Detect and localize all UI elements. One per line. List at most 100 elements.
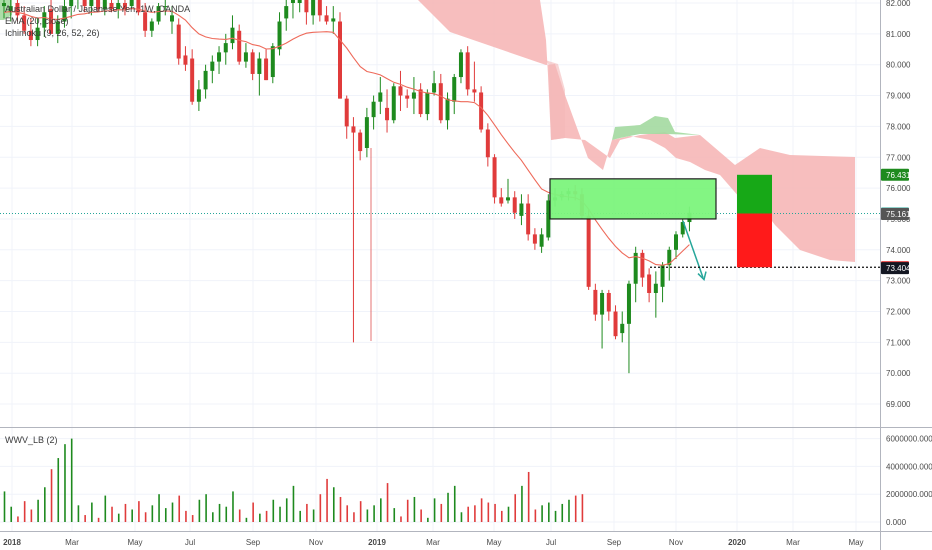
volume-bar — [185, 510, 187, 522]
candle-body — [28, 30, 33, 41]
time-tick-label: May — [486, 538, 501, 547]
volume-bar — [326, 478, 328, 522]
volume-bar — [212, 512, 214, 522]
volume-bar — [238, 509, 241, 522]
volume-bar — [252, 502, 254, 522]
candle-body — [217, 52, 222, 62]
volume-bar — [467, 506, 469, 522]
volume-bar — [111, 506, 113, 522]
candle-body — [129, 0, 134, 7]
volume-bar — [57, 458, 60, 522]
volume-bar — [272, 499, 275, 522]
candle-body — [680, 222, 685, 235]
volume-bar — [84, 515, 86, 522]
volume-bar — [359, 501, 362, 522]
volume-bar — [339, 496, 342, 522]
price-tick-label: 80.000 — [886, 61, 911, 70]
price-label-box — [881, 207, 909, 220]
candle-body — [351, 126, 356, 133]
candle-body — [149, 21, 154, 31]
volume-bar — [561, 503, 564, 522]
candle-body — [49, 9, 54, 34]
candle-body — [640, 252, 645, 278]
candle-body — [398, 86, 403, 96]
volume-bar — [507, 506, 510, 522]
reference-lines — [0, 148, 880, 341]
volume-bar — [91, 502, 93, 522]
volume-bar — [124, 503, 127, 522]
volume-bar — [306, 503, 308, 522]
candle-body — [526, 203, 531, 235]
volume-bar — [494, 503, 496, 522]
candle-body — [22, 15, 27, 31]
candle-body — [237, 30, 242, 62]
price-tick-label: 76.000 — [886, 184, 911, 193]
arrow-head — [697, 271, 707, 282]
time-tick-label: Nov — [669, 538, 683, 547]
candle-body — [82, 0, 87, 7]
volume-bar — [400, 516, 402, 522]
candle-body — [613, 311, 618, 337]
volume-bar — [406, 499, 409, 522]
cloud-bearish-edge — [545, 60, 565, 140]
volume-bar — [218, 503, 221, 522]
volume-bar — [10, 506, 13, 522]
time-tick-label: May — [127, 538, 142, 547]
volume-bar — [279, 506, 281, 522]
volume-bar — [366, 509, 369, 522]
price-tick-label: 72.000 — [886, 308, 911, 317]
time-tick-label: Jul — [185, 538, 195, 547]
candle-body — [277, 21, 282, 50]
candle-body — [438, 83, 443, 121]
volume-bar — [332, 487, 335, 522]
candle-body — [378, 92, 383, 102]
candle-body — [606, 292, 611, 312]
volume-bar — [245, 517, 248, 522]
volume-bar — [541, 505, 543, 522]
volume-bar — [393, 508, 396, 522]
candle-body — [264, 58, 269, 81]
volume-bar — [144, 512, 147, 522]
candle-body — [210, 61, 215, 71]
volume-bar — [433, 498, 436, 522]
volume-bar — [581, 494, 584, 522]
price-tick-label: 77.000 — [886, 153, 911, 162]
candle-body — [667, 249, 672, 266]
candle-body — [176, 24, 181, 59]
volume-bar — [574, 495, 577, 522]
candle-body — [499, 197, 504, 204]
candle-body — [136, 0, 141, 13]
candle-body — [532, 234, 537, 244]
volume-bar — [453, 485, 456, 522]
volume-tick-label: 6000000.000 — [886, 435, 932, 444]
candle-body — [391, 86, 396, 121]
volume-bar — [164, 508, 167, 522]
candle-body — [344, 98, 349, 127]
candle-body — [156, 6, 161, 22]
candle-body — [317, 0, 322, 16]
candle-body — [479, 92, 484, 130]
volume-legend: WWV_LB (2) — [5, 435, 58, 445]
volume-bar — [232, 491, 234, 522]
drawings — [549, 174, 880, 282]
candle-body — [190, 58, 195, 102]
time-tick-label: 2019 — [368, 538, 386, 547]
volume-bar — [554, 510, 557, 522]
candle-body — [418, 89, 423, 115]
volume-bar — [474, 505, 476, 522]
volume-bar — [285, 498, 288, 522]
volume-bar — [460, 512, 463, 522]
candle-body — [405, 95, 410, 99]
profit-box — [737, 174, 772, 214]
volume-bar — [17, 516, 19, 522]
volume-bar — [380, 498, 382, 522]
candle-body — [183, 55, 188, 65]
volume-bar — [353, 512, 355, 522]
loss-box — [737, 213, 772, 268]
volume-bar — [171, 502, 174, 522]
supply-zone — [549, 178, 717, 220]
volume-bar — [64, 444, 66, 522]
volume-bar — [77, 505, 80, 522]
candle-body — [290, 0, 295, 3]
